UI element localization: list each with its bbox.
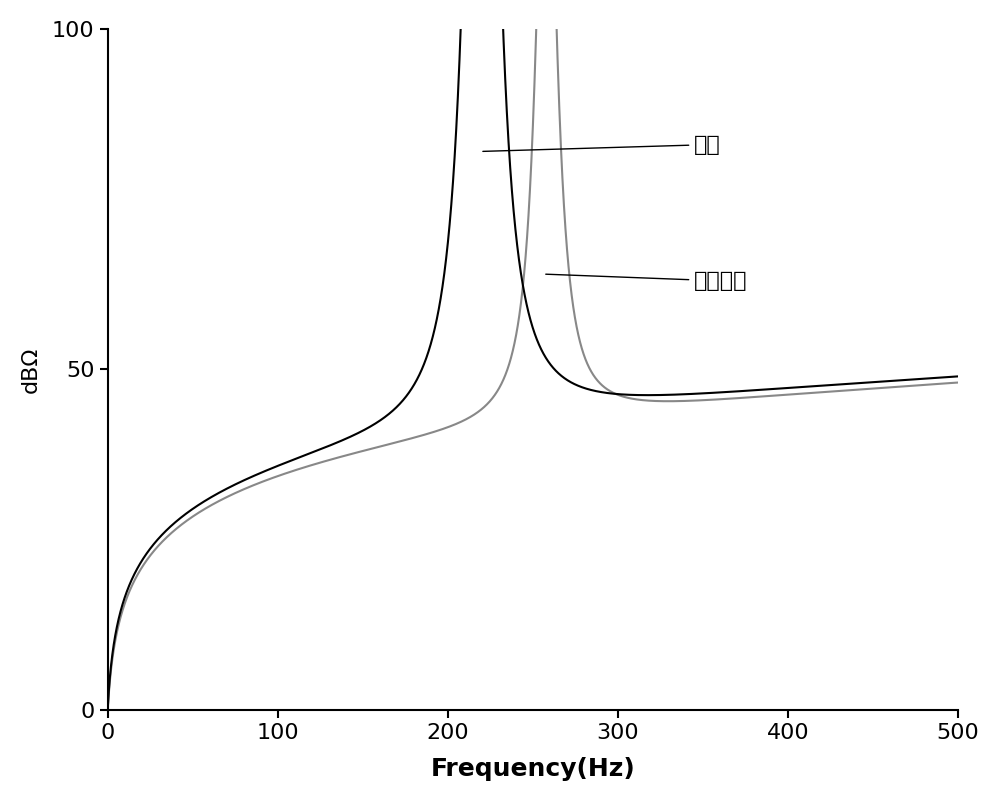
Text: 下端短路: 下端短路 <box>546 271 748 291</box>
Y-axis label: dBΩ: dBΩ <box>21 346 41 393</box>
Text: 正常: 正常 <box>483 135 721 155</box>
X-axis label: Frequency(Hz): Frequency(Hz) <box>430 757 635 781</box>
